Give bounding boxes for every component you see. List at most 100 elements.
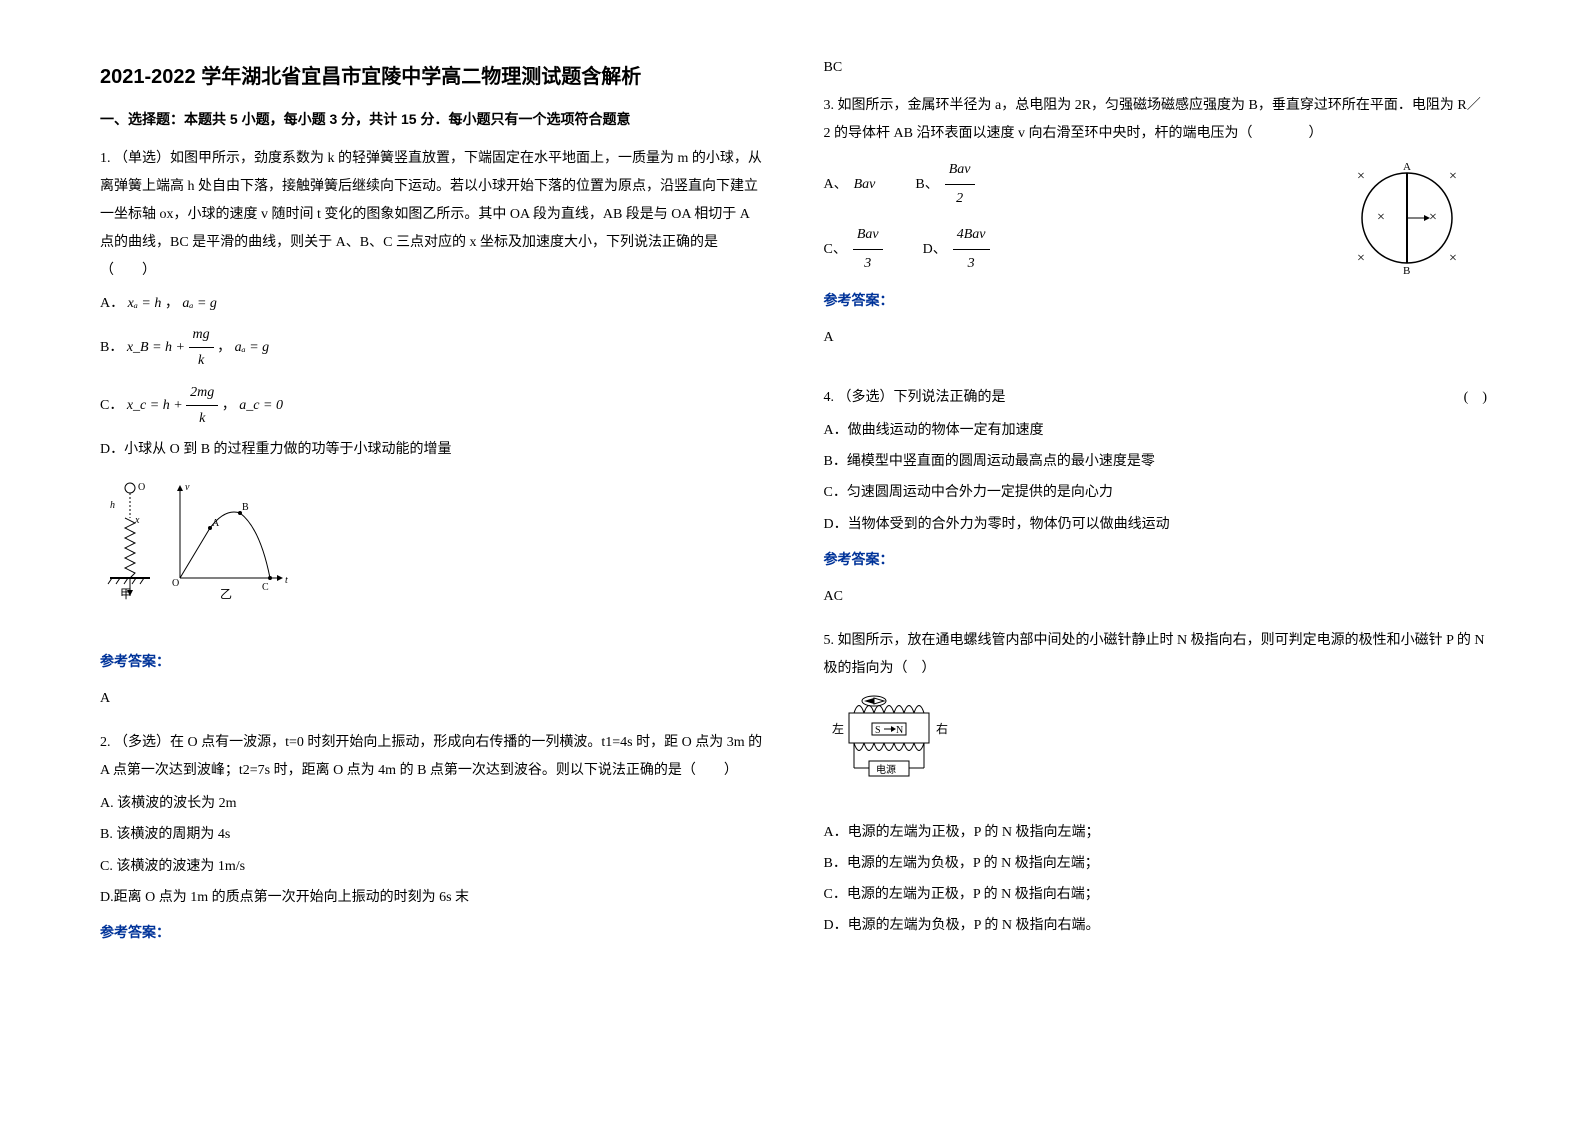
q1-optC-frac: 2mg k — [186, 380, 218, 431]
q1-optA-expr2: aₐ = g — [182, 296, 217, 311]
svg-text:N: N — [896, 725, 903, 736]
q3-option-c: C、 Bav 3 — [824, 221, 883, 278]
frac-top: Bav — [945, 156, 975, 185]
q1-option-c: C． x_c = h + 2mg k ， a_c = 0 — [100, 380, 764, 431]
frac-bot: k — [189, 348, 214, 373]
svg-text:电源: 电源 — [876, 763, 896, 776]
frac-bot: k — [186, 406, 218, 431]
q1-option-a: A． xₐ = h ， aₐ = g — [100, 291, 764, 316]
q3-optD-label: D、 — [923, 236, 947, 264]
left-column: 2021-2022 学年湖北省宜昌市宜陵中学高二物理测试题含解析 一、选择题：本… — [100, 60, 764, 964]
q4-option-a: A．做曲线运动的物体一定有加速度 — [824, 418, 1488, 443]
spring-vt-diagram: O h 甲 x O v t A — [100, 478, 300, 618]
svg-text:×: × — [1449, 169, 1457, 184]
q2-text: 2. （多选）在 O 点有一波源，t=0 时刻开始向上振动，形成向右传播的一列横… — [100, 729, 764, 785]
q2-answer: BC — [824, 60, 1488, 76]
q3-optC-label: C、 — [824, 236, 847, 264]
q3-option-b: B、 Bav 2 — [915, 156, 974, 213]
q1-optC-expr2: a_c = 0 — [239, 397, 283, 412]
q3-text: 3. 如图所示，金属环半径为 a，总电阻为 2R，匀强磁场磁感应强度为 B，垂直… — [824, 92, 1488, 148]
svg-text:×: × — [1429, 210, 1437, 225]
q4-option-c: C．匀速圆周运动中合外力一定提供的是向心力 — [824, 480, 1488, 505]
answer-label: 参考答案： — [824, 288, 1488, 316]
frac-top: 2mg — [186, 380, 218, 406]
q1-optA-expr1: xₐ = h — [128, 296, 162, 311]
q3-optA-val: Bav — [854, 171, 876, 199]
q3-optA-label: A、 — [824, 171, 848, 199]
q2-option-c: C. 该横波的波速为 1m/s — [100, 854, 764, 879]
frac-bot: 3 — [953, 250, 990, 278]
q2-option-d: D.距离 O 点为 1m 的质点第一次开始向上振动的时刻为 6s 末 — [100, 885, 764, 910]
q1-optB-lhs: x_B = h + — [127, 340, 185, 355]
svg-text:B: B — [242, 502, 249, 513]
q1-optB-sep: ， — [217, 340, 231, 355]
q1-optC-prefix: C． — [100, 397, 123, 412]
q3-optD-frac: 4Bav 3 — [953, 221, 990, 278]
svg-text:B: B — [1403, 265, 1410, 277]
label-yi: 乙 — [220, 587, 232, 601]
frac-top: Bav — [853, 221, 883, 250]
q1-option-b: B． x_B = h + mg k ， aₐ = g — [100, 322, 764, 373]
q3-optB-frac: Bav 2 — [945, 156, 975, 213]
svg-text:C: C — [262, 582, 269, 593]
q3-option-d: D、 4Bav 3 — [923, 221, 990, 278]
q3-optC-frac: Bav 3 — [853, 221, 883, 278]
answer-label: 参考答案： — [824, 547, 1488, 575]
frac-top: 4Bav — [953, 221, 990, 250]
svg-text:×: × — [1357, 169, 1365, 184]
q3-option-a: A、 Bav — [824, 171, 876, 199]
ring-diagram: A B × × × × × × — [1327, 158, 1487, 278]
question-4: 4. （多选）下列说法正确的是 ( ) A．做曲线运动的物体一定有加速度 B．绳… — [824, 384, 1488, 611]
svg-text:A: A — [1403, 161, 1411, 173]
answer-label: 参考答案： — [100, 649, 764, 677]
q1-optC-lhs: x_c = h + — [127, 397, 183, 412]
page-title: 2021-2022 学年湖北省宜昌市宜陵中学高二物理测试题含解析 — [100, 60, 764, 89]
q1-text: 1. （单选）如图甲所示，劲度系数为 k 的轻弹簧竖直放置，下端固定在水平地面上… — [100, 145, 764, 285]
q5-option-d: D．电源的左端为负极，P 的 N 极指向右端。 — [824, 913, 1488, 938]
q5-option-c: C．电源的左端为正极，P 的 N 极指向右端； — [824, 882, 1488, 907]
q1-optA-prefix: A． — [100, 296, 124, 311]
q1-option-d: D．小球从 O 到 B 的过程重力做的功等于小球动能的增量 — [100, 437, 764, 462]
q3-options-row1: A、 Bav B、 Bav 2 — [824, 156, 1328, 213]
svg-text:S: S — [875, 725, 881, 736]
svg-text:×: × — [1377, 210, 1385, 225]
question-1: 1. （单选）如图甲所示，劲度系数为 k 的轻弹簧竖直放置，下端固定在水平地面上… — [100, 145, 764, 713]
svg-text:左: 左 — [832, 721, 844, 736]
q2-option-a: A. 该横波的波长为 2m — [100, 791, 764, 816]
svg-text:右: 右 — [936, 721, 948, 736]
svg-text:O: O — [172, 578, 179, 589]
svg-text:A: A — [212, 518, 220, 529]
q3-answer: A — [824, 324, 1488, 352]
section-header: 一、选择题：本题共 5 小题，每小题 3 分，共计 15 分．每小题只有一个选项… — [100, 109, 764, 129]
frac-bot: 2 — [945, 185, 975, 213]
q4-option-d: D．当物体受到的合外力为零时，物体仍可以做曲线运动 — [824, 512, 1488, 537]
q5-text: 5. 如图所示，放在通电螺线管内部中间处的小磁针静止时 N 极指向右，则可判定电… — [824, 627, 1488, 683]
q1-optA-sep: ， — [165, 296, 179, 311]
right-column: BC 3. 如图所示，金属环半径为 a，总电阻为 2R，匀强磁场磁感应强度为 B… — [824, 60, 1488, 964]
frac-bot: 3 — [853, 250, 883, 278]
svg-text:×: × — [1357, 251, 1365, 266]
q5-option-b: B．电源的左端为负极，P 的 N 极指向左端； — [824, 851, 1488, 876]
q3-optB-label: B、 — [915, 171, 938, 199]
svg-text:x: x — [134, 515, 140, 526]
q4-answer: AC — [824, 583, 1488, 611]
q1-optB-frac: mg k — [189, 322, 214, 373]
q4-option-b: B．绳模型中竖直面的圆周运动最高点的最小速度是零 — [824, 449, 1488, 474]
frac-top: mg — [189, 322, 214, 348]
question-3: 3. 如图所示，金属环半径为 a，总电阻为 2R，匀强磁场磁感应强度为 B，垂直… — [824, 92, 1488, 368]
q5-option-a: A．电源的左端为正极，P 的 N 极指向左端； — [824, 820, 1488, 845]
q2-option-b: B. 该横波的周期为 4s — [100, 822, 764, 847]
q4-head: 4. （多选）下列说法正确的是 ( ) — [824, 384, 1488, 412]
q1-optB-prefix: B． — [100, 340, 123, 355]
svg-text:v: v — [185, 482, 190, 493]
svg-text:t: t — [285, 575, 288, 586]
q3-options-row2: C、 Bav 3 D、 4Bav 3 — [824, 221, 1328, 278]
q1-optC-sep: ， — [222, 397, 236, 412]
question-2: 2. （多选）在 O 点有一波源，t=0 时刻开始向上振动，形成向右传播的一列横… — [100, 729, 764, 948]
svg-text:×: × — [1449, 251, 1457, 266]
svg-text:O: O — [138, 482, 145, 493]
q4-bracket: ( ) — [1464, 384, 1487, 412]
q1-optB-expr2: aₐ = g — [235, 340, 270, 355]
solenoid-diagram: S N 左 右 电源 — [824, 693, 964, 793]
q4-text: 4. （多选）下列说法正确的是 — [824, 384, 1006, 412]
